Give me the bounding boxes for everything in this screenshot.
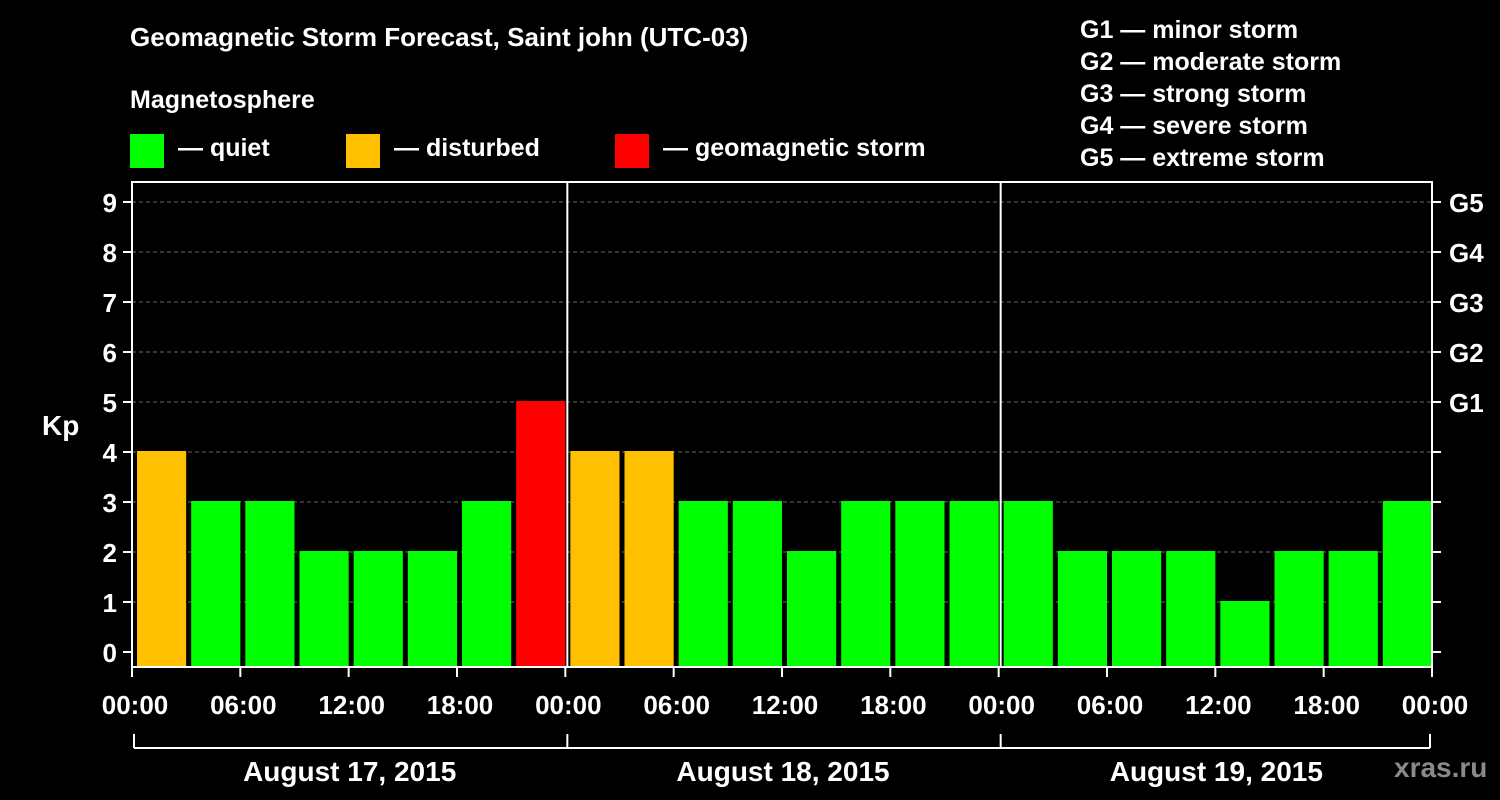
legend-swatch-quiet (130, 134, 164, 168)
legend-item-quiet: — quiet (130, 134, 270, 168)
storm-scale-g1: G1 — minor storm (1080, 16, 1299, 44)
y-tick-label-6: 6 (103, 338, 117, 368)
bar-12 (787, 551, 837, 667)
bar-4 (353, 551, 403, 667)
y-tick-label-9: 9 (103, 188, 117, 218)
bar-18 (1112, 551, 1162, 667)
bar-3 (299, 551, 349, 667)
y-tick-label-4: 4 (103, 438, 118, 468)
y-tick-label-7: 7 (103, 288, 117, 318)
y-tick-label-5: 5 (103, 388, 117, 418)
bar-19 (1166, 551, 1216, 667)
bar-7 (516, 401, 566, 667)
g-scale-label-G1: G1 (1449, 388, 1484, 418)
x-tick-label-3: 18:00 (427, 690, 494, 720)
x-tick-label-11: 18:00 (1293, 690, 1360, 720)
y-tick-label-1: 1 (103, 588, 117, 618)
chart-title: Geomagnetic Storm Forecast, Saint john (… (130, 22, 749, 52)
storm-scale-g2: G2 — moderate storm (1080, 48, 1342, 76)
bar-6 (462, 501, 512, 667)
legend-item-storm: — geomagnetic storm (615, 134, 926, 168)
bar-14 (895, 501, 945, 667)
bar-11 (732, 501, 782, 667)
x-tick-label-7: 18:00 (860, 690, 927, 720)
bar-20 (1220, 601, 1270, 667)
x-tick-label-12: 00:00 (1402, 690, 1469, 720)
bar-15 (949, 501, 999, 667)
bar-22 (1328, 551, 1378, 667)
x-tick-label-6: 12:00 (752, 690, 819, 720)
bar-13 (841, 501, 891, 667)
bar-8 (570, 451, 620, 667)
y-tick-label-8: 8 (103, 238, 117, 268)
y-tick-label-2: 2 (103, 538, 117, 568)
x-tick-label-5: 06:00 (643, 690, 710, 720)
bar-2 (245, 501, 295, 667)
g-scale-label-G2: G2 (1449, 338, 1484, 368)
legend-swatch-storm (615, 134, 649, 168)
bar-5 (407, 551, 457, 667)
bar-21 (1274, 551, 1324, 667)
legend-title: Magnetosphere (130, 86, 315, 114)
x-tick-label-10: 12:00 (1185, 690, 1252, 720)
storm-scale-g4: G4 — severe storm (1080, 112, 1308, 140)
day-label-1: August 18, 2015 (676, 756, 889, 787)
g-scale-label-G4: G4 (1449, 238, 1484, 268)
day-label-2: August 19, 2015 (1110, 756, 1323, 787)
legend-item-disturbed: — disturbed (346, 134, 540, 168)
x-tick-label-4: 00:00 (535, 690, 602, 720)
bar-16 (1003, 501, 1053, 667)
bar-10 (678, 501, 728, 667)
x-tick-label-1: 06:00 (210, 690, 277, 720)
bar-23 (1382, 501, 1432, 667)
x-tick-label-9: 06:00 (1077, 690, 1144, 720)
bar-1 (191, 501, 241, 667)
y-tick-label-3: 3 (103, 488, 117, 518)
watermark: xras.ru (1394, 752, 1488, 783)
legend-label-disturbed: — disturbed (394, 133, 540, 162)
storm-scale-g3: G3 — strong storm (1080, 80, 1307, 108)
storm-scale-legend: G1 — minor storm G2 — moderate storm G3 … (1080, 14, 1341, 174)
x-tick-label-2: 12:00 (318, 690, 385, 720)
legend-label-storm: — geomagnetic storm (663, 133, 926, 162)
bar-17 (1057, 551, 1107, 667)
g-scale-label-G5: G5 (1449, 188, 1484, 218)
legend-swatch-disturbed (346, 134, 380, 168)
storm-scale-g5: G5 — extreme storm (1080, 144, 1325, 172)
legend-label-quiet: — quiet (178, 133, 270, 162)
x-tick-label-0: 00:00 (102, 690, 169, 720)
bar-0 (137, 451, 187, 667)
day-label-0: August 17, 2015 (243, 756, 456, 787)
x-tick-label-8: 00:00 (968, 690, 1035, 720)
y-axis-label: Kp (42, 410, 80, 441)
g-scale-label-G3: G3 (1449, 288, 1484, 318)
y-tick-label-0: 0 (103, 638, 117, 668)
bar-9 (624, 451, 674, 667)
